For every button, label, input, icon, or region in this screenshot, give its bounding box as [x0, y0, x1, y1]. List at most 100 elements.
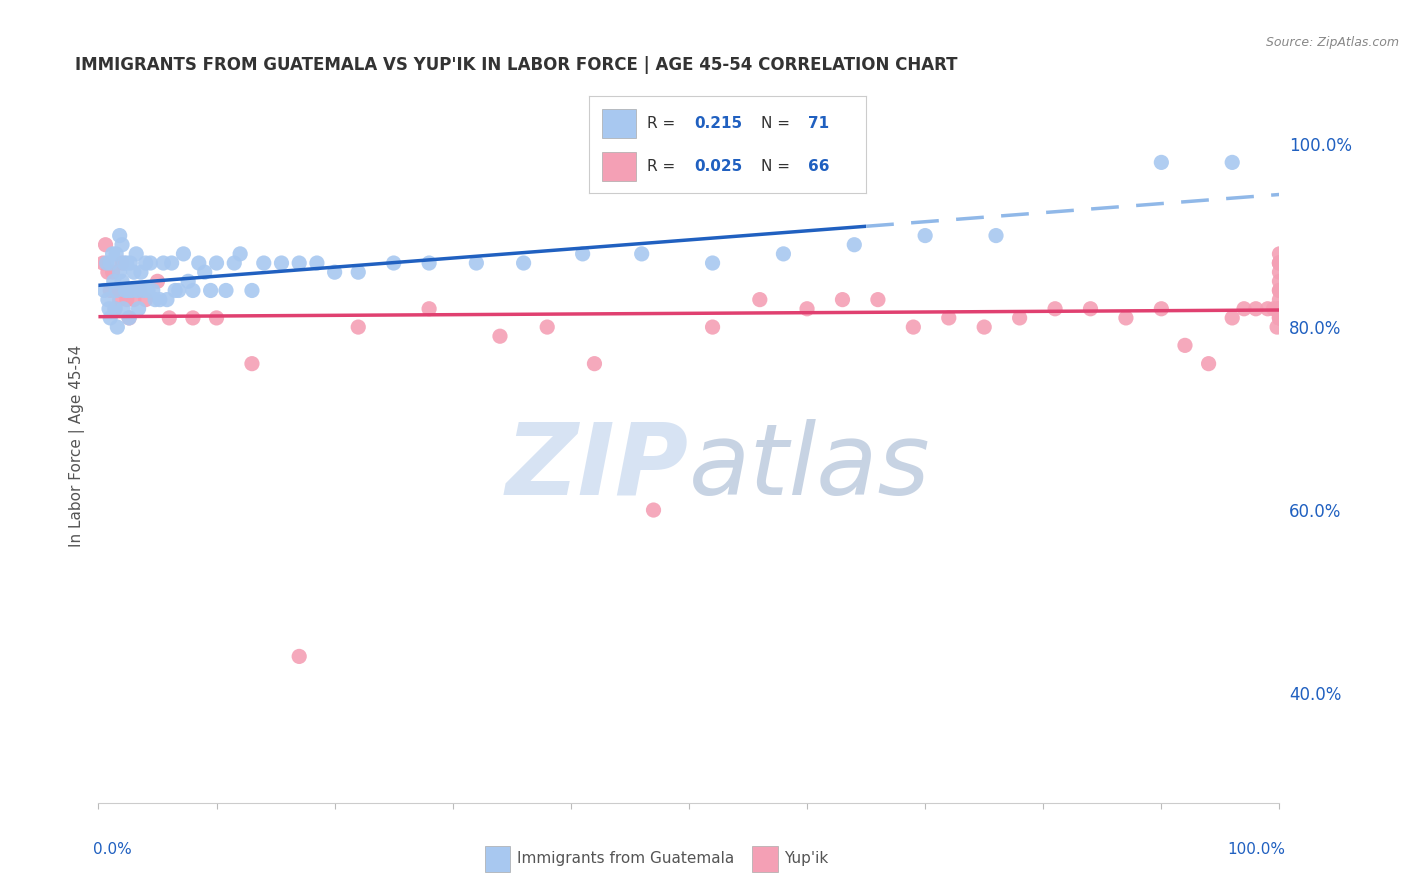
Point: [160, 256, 183, 270]
Point: [115, 256, 138, 270]
Point: [1233, 301, 1256, 316]
Point: [1268, 310, 1291, 325]
Point: [105, 284, 128, 298]
Point: [1268, 301, 1291, 316]
Point: [1220, 310, 1243, 325]
Point: [1174, 338, 1197, 352]
Point: [108, 228, 131, 243]
Point: [240, 284, 263, 298]
Point: [1268, 247, 1291, 261]
Point: [111, 237, 134, 252]
Point: [1268, 310, 1291, 325]
Point: [1244, 301, 1267, 316]
Point: [418, 301, 440, 316]
Point: [536, 320, 558, 334]
Point: [118, 310, 141, 325]
Point: [98, 301, 121, 316]
Point: [93, 284, 115, 298]
Point: [103, 274, 125, 288]
Point: [215, 284, 238, 298]
Point: [121, 284, 143, 298]
Point: [120, 256, 142, 270]
Point: [1008, 310, 1031, 325]
Point: [512, 256, 534, 270]
Point: [101, 265, 124, 279]
Text: IMMIGRANTS FROM GUATEMALA VS YUP'IK IN LABOR FORCE | AGE 45-54 CORRELATION CHART: IMMIGRANTS FROM GUATEMALA VS YUP'IK IN L…: [75, 56, 957, 74]
Point: [105, 320, 128, 334]
Point: [270, 256, 292, 270]
Point: [142, 284, 165, 298]
Point: [1268, 284, 1291, 298]
Point: [167, 284, 190, 298]
Point: [305, 256, 328, 270]
Point: [914, 228, 936, 243]
Point: [105, 247, 128, 261]
Point: [1268, 301, 1291, 316]
Point: [98, 310, 121, 325]
Point: [122, 293, 145, 307]
Text: 0.0%: 0.0%: [93, 842, 131, 857]
Point: [748, 293, 770, 307]
Point: [118, 310, 141, 325]
Point: [156, 293, 179, 307]
Point: [844, 237, 866, 252]
Point: [1268, 301, 1291, 316]
Point: [831, 293, 853, 307]
Point: [1268, 284, 1291, 298]
Point: [146, 274, 169, 288]
Point: [1263, 301, 1285, 316]
Point: [127, 284, 149, 298]
Point: [112, 256, 135, 270]
Point: [288, 256, 311, 270]
Point: [288, 649, 311, 664]
Point: [98, 284, 121, 298]
Point: [136, 284, 159, 298]
Point: [108, 293, 131, 307]
Point: [111, 274, 134, 288]
Point: [643, 503, 665, 517]
Point: [418, 256, 440, 270]
Point: [135, 256, 157, 270]
Point: [1080, 301, 1102, 316]
Point: [129, 265, 152, 279]
Point: [489, 329, 512, 343]
Point: [121, 284, 143, 298]
Point: [149, 293, 172, 307]
Point: [571, 247, 593, 261]
Point: [139, 256, 162, 270]
Point: [1268, 256, 1291, 270]
Point: [1268, 310, 1291, 325]
Point: [97, 293, 120, 307]
Point: [1268, 256, 1291, 270]
Point: [1115, 310, 1137, 325]
Point: [1268, 293, 1291, 307]
Point: [111, 256, 134, 270]
Point: [200, 284, 222, 298]
Point: [143, 293, 166, 307]
Point: [866, 293, 889, 307]
Point: [253, 256, 276, 270]
Point: [702, 256, 724, 270]
Point: [115, 293, 138, 307]
Text: Immigrants from Guatemala: Immigrants from Guatemala: [517, 852, 735, 866]
Point: [181, 284, 204, 298]
Point: [1268, 274, 1291, 288]
Point: [157, 310, 180, 325]
Point: [772, 247, 794, 261]
Point: [224, 256, 246, 270]
Text: ZIP: ZIP: [506, 419, 689, 516]
Text: Yup'ik: Yup'ik: [785, 852, 828, 866]
Point: [117, 284, 139, 298]
Point: [94, 237, 117, 252]
Text: 100.0%: 100.0%: [1227, 842, 1285, 857]
Point: [1265, 320, 1288, 334]
Point: [1268, 265, 1291, 279]
Point: [973, 320, 995, 334]
Point: [1150, 155, 1173, 169]
Point: [181, 310, 204, 325]
Point: [177, 274, 200, 288]
Point: [240, 357, 263, 371]
Point: [583, 357, 606, 371]
Point: [323, 265, 346, 279]
Point: [205, 310, 228, 325]
